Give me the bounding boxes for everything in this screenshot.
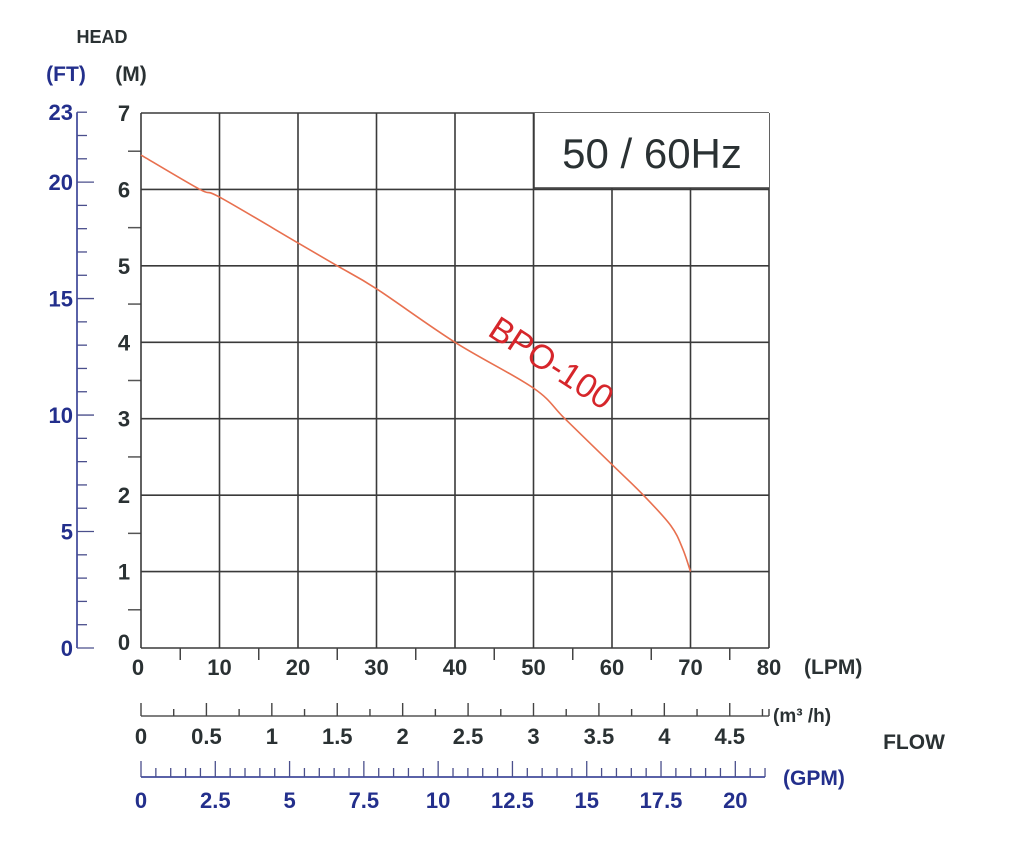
gpm-tick-label: 15 bbox=[574, 788, 598, 813]
frequency-title-box: 50 / 60Hz bbox=[533, 113, 769, 189]
ft-tick-label: 20 bbox=[49, 170, 73, 195]
curve-label: BPO-100 bbox=[482, 309, 620, 417]
gpm-tick-label: 0 bbox=[135, 788, 147, 813]
m3h-tick-label: 3 bbox=[527, 724, 539, 749]
m-axis: 0 1 2 3 4 5 6 7 bbox=[118, 101, 141, 655]
gpm-tick-label: 20 bbox=[723, 788, 747, 813]
gpm-tick-label: 5 bbox=[283, 788, 295, 813]
m3h-unit-label: (m³ /h) bbox=[773, 706, 831, 727]
m3h-tick-label: 2.5 bbox=[453, 724, 484, 749]
ft-tick-label: 23 bbox=[49, 100, 73, 125]
m-tick-label: 7 bbox=[118, 101, 130, 126]
pump-curve-line bbox=[140, 154, 692, 572]
m3h-tick-label: 1 bbox=[266, 724, 278, 749]
m3h-tick-label: 4.5 bbox=[714, 724, 745, 749]
m-tick-label: 1 bbox=[118, 560, 130, 585]
flow-axis-label: FLOW bbox=[883, 731, 945, 754]
ft-tick-label: 0 bbox=[61, 636, 73, 661]
lpm-tick-label: 70 bbox=[678, 655, 702, 680]
ft-tick-label: 15 bbox=[49, 287, 73, 312]
lpm-unit-label: (LPM) bbox=[804, 656, 862, 679]
m-tick-label: 3 bbox=[118, 407, 130, 432]
gpm-unit-label: (GPM) bbox=[783, 767, 845, 790]
m3h-tick-label: 1.5 bbox=[322, 724, 353, 749]
lpm-axis: 0 10 20 30 40 50 60 70 80 bbox=[132, 648, 781, 680]
ft-tick-label: 5 bbox=[61, 520, 73, 545]
gpm-tick-label: 12.5 bbox=[491, 788, 534, 813]
m3h-tick-label: 4 bbox=[658, 724, 671, 749]
lpm-tick-label: 0 bbox=[132, 655, 144, 680]
ft-axis: 0 5 10 15 20 23 bbox=[49, 100, 94, 661]
gpm-tick-label: 10 bbox=[426, 788, 450, 813]
lpm-tick-label: 50 bbox=[521, 655, 545, 680]
chart-title: 50 / 60Hz bbox=[562, 130, 742, 177]
m3h-tick-label: 3.5 bbox=[584, 724, 615, 749]
m3h-tick-label: 0.5 bbox=[191, 724, 222, 749]
lpm-tick-label: 40 bbox=[443, 655, 467, 680]
lpm-tick-label: 80 bbox=[757, 655, 781, 680]
m-tick-label: 4 bbox=[118, 330, 131, 355]
gpm-tick-label: 2.5 bbox=[200, 788, 231, 813]
m3h-tick-label: 2 bbox=[397, 724, 409, 749]
ft-tick-label: 10 bbox=[49, 403, 73, 428]
lpm-tick-label: 30 bbox=[364, 655, 388, 680]
gpm-axis: 0 2.5 5 7.5 10 12.5 15 17.5 20 bbox=[135, 761, 766, 813]
m-tick-label: 6 bbox=[118, 177, 130, 202]
lpm-tick-label: 10 bbox=[207, 655, 231, 680]
m-tick-label: 0 bbox=[118, 630, 130, 655]
gpm-tick-label: 17.5 bbox=[640, 788, 683, 813]
gpm-tick-label: 7.5 bbox=[349, 788, 380, 813]
series-layer: BPO-100 bbox=[140, 154, 692, 572]
lpm-tick-label: 60 bbox=[600, 655, 624, 680]
lpm-tick-label: 20 bbox=[286, 655, 310, 680]
m-tick-label: 2 bbox=[118, 483, 130, 508]
ft-unit-label: (FT) bbox=[46, 63, 86, 86]
m-unit-label: (M) bbox=[115, 63, 146, 86]
plot-grid bbox=[140, 112, 770, 649]
m-tick-label: 5 bbox=[118, 254, 130, 279]
head-axis-label: HEAD bbox=[76, 27, 127, 47]
m3h-axis: 0 0.5 1 1.5 2 2.5 3 3.5 4 4.5 bbox=[135, 703, 770, 749]
m3h-tick-label: 0 bbox=[135, 724, 147, 749]
